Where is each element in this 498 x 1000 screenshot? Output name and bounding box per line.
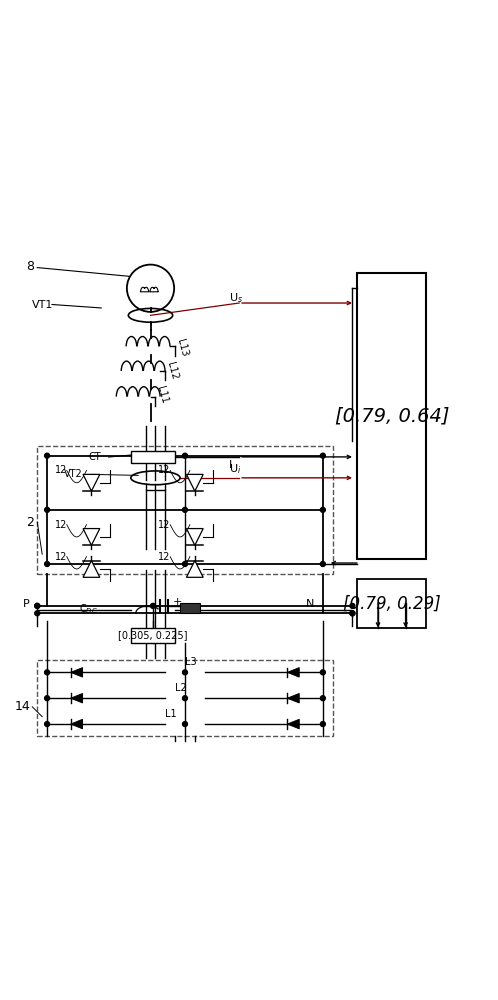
Polygon shape	[71, 693, 83, 703]
Circle shape	[320, 562, 325, 566]
Text: 2: 2	[26, 516, 34, 529]
Text: U$_i$: U$_i$	[229, 463, 242, 476]
Text: P: P	[23, 599, 30, 609]
Circle shape	[320, 453, 325, 458]
Text: L12: L12	[165, 361, 180, 381]
Text: 12: 12	[158, 465, 170, 475]
Text: N: N	[306, 599, 314, 609]
Circle shape	[45, 562, 50, 566]
Text: 12: 12	[158, 552, 170, 562]
Circle shape	[45, 453, 50, 458]
Text: C$_{DC}$: C$_{DC}$	[79, 602, 98, 616]
Circle shape	[320, 507, 325, 512]
Text: L2: L2	[175, 683, 187, 693]
Text: L3: L3	[185, 657, 197, 667]
Circle shape	[350, 611, 355, 616]
Polygon shape	[186, 561, 203, 577]
Circle shape	[350, 611, 355, 616]
Circle shape	[35, 603, 40, 608]
Circle shape	[35, 611, 40, 616]
Circle shape	[183, 722, 187, 727]
Text: 8: 8	[26, 260, 34, 273]
Text: 12: 12	[54, 520, 67, 530]
Polygon shape	[186, 529, 203, 545]
Text: VT2: VT2	[64, 469, 83, 479]
Text: I: I	[229, 460, 233, 470]
Circle shape	[35, 603, 40, 608]
Circle shape	[350, 603, 355, 608]
Bar	[180, 603, 200, 613]
Polygon shape	[186, 474, 203, 491]
Circle shape	[45, 722, 50, 727]
Polygon shape	[287, 719, 299, 729]
Text: [0.79, 0.29]: [0.79, 0.29]	[343, 594, 441, 612]
Bar	[37, 446, 333, 574]
Text: 12: 12	[54, 465, 67, 475]
Text: 12: 12	[54, 552, 67, 562]
Circle shape	[183, 453, 187, 458]
Text: U$_s$: U$_s$	[229, 292, 244, 305]
Circle shape	[45, 696, 50, 701]
Polygon shape	[83, 529, 100, 545]
Circle shape	[320, 722, 325, 727]
Polygon shape	[83, 474, 100, 491]
Text: L13: L13	[175, 337, 189, 357]
Text: +: +	[173, 597, 182, 607]
Polygon shape	[83, 561, 100, 577]
Circle shape	[45, 507, 50, 512]
Text: L11: L11	[155, 385, 170, 404]
Text: VT1: VT1	[32, 300, 54, 310]
Polygon shape	[287, 668, 299, 677]
Polygon shape	[71, 719, 83, 729]
Text: 12: 12	[158, 520, 170, 530]
Circle shape	[150, 603, 155, 608]
Bar	[37, 660, 333, 736]
Text: CT: CT	[89, 452, 102, 462]
Circle shape	[45, 670, 50, 675]
Circle shape	[320, 670, 325, 675]
Circle shape	[183, 507, 187, 512]
Text: [0.79, 0.64]: [0.79, 0.64]	[335, 407, 449, 426]
Polygon shape	[287, 693, 299, 703]
Text: [0.305, 0.225]: [0.305, 0.225]	[118, 630, 188, 640]
Bar	[358, 273, 426, 559]
Text: L1: L1	[165, 709, 177, 719]
Circle shape	[183, 670, 187, 675]
Bar	[358, 579, 426, 628]
Bar	[131, 451, 175, 463]
Circle shape	[320, 696, 325, 701]
Text: 14: 14	[14, 700, 30, 713]
Polygon shape	[71, 668, 83, 677]
Circle shape	[183, 696, 187, 701]
Circle shape	[183, 562, 187, 566]
Bar	[131, 628, 175, 643]
